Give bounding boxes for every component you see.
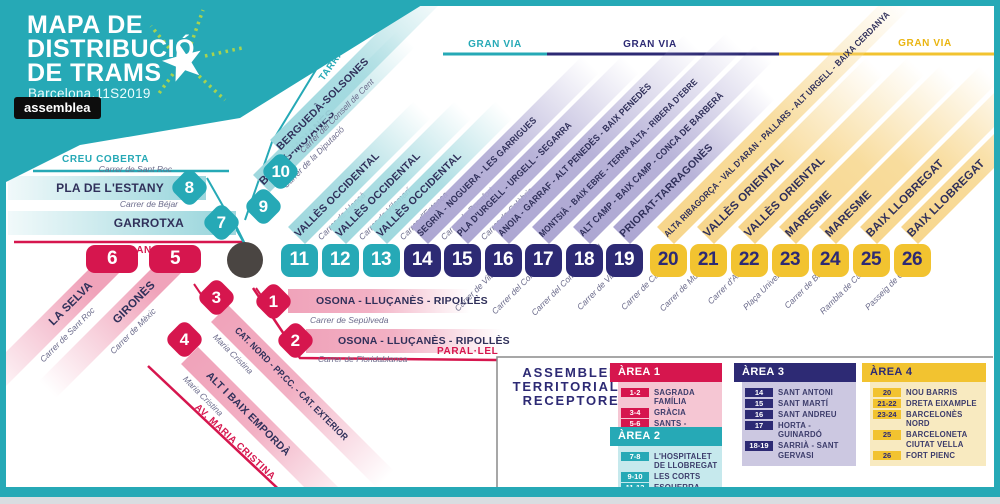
route-number: 24 [819, 249, 841, 270]
route-number: 8 [184, 177, 194, 196]
gran-via-top-label-3: GRAN VIA [898, 38, 952, 49]
route-box-14: 14 [403, 243, 441, 277]
route-band-title: PLA DE L'ESTANY [56, 181, 164, 195]
route-number: 10 [271, 160, 289, 180]
frame-gray-strip [0, 497, 1000, 504]
route-street-7: Carrer de Béjar [119, 199, 178, 209]
route-number: 6 [106, 248, 118, 269]
route-box-23: 23 [771, 243, 809, 277]
creu-coberta-label: CREU COBERTA [62, 154, 150, 165]
gran-via-top-label-1: GRAN VIA [468, 39, 522, 50]
route-box-16: 16 [484, 243, 522, 277]
route-number: 17 [532, 249, 554, 270]
assemblea-badge: assemblea [14, 97, 101, 119]
frame-right [994, 0, 1000, 497]
route-band-7: GARROTXA [8, 211, 236, 235]
route-box-22: 22 [730, 243, 768, 277]
route-box-12: 12 [321, 243, 359, 277]
route-number: 4 [179, 329, 189, 348]
route-box-19: 19 [605, 243, 643, 277]
route-number: 5 [169, 248, 181, 269]
route-number: 23 [779, 249, 801, 270]
route-street-8: Carrer de Sant Roc [98, 164, 172, 174]
route-box-17: 17 [524, 243, 562, 277]
route-box-13: 13 [362, 243, 400, 277]
route-box-21: 21 [689, 243, 727, 277]
route-number: 16 [492, 249, 514, 270]
route-box-20: 20 [649, 243, 687, 277]
route-number: 25 [860, 249, 882, 270]
route-box-18: 18 [565, 243, 603, 277]
route-number: 22 [738, 249, 760, 270]
title-line-1: MAPA DE [27, 11, 143, 39]
route-band-title: GARROTXA [113, 216, 184, 230]
route-box-3: 3 [195, 276, 237, 318]
route-number: 7 [216, 212, 226, 231]
route-number: 14 [411, 249, 433, 270]
route-box-24: 24 [811, 243, 849, 277]
gran-via-left-label: GRAN VIA [120, 245, 174, 256]
route-number: 12 [329, 249, 351, 270]
route-box-8: 8 [168, 166, 210, 208]
route-number: 1 [268, 291, 278, 310]
route-number: 11 [289, 249, 309, 270]
frame-top [0, 0, 1000, 6]
route-number: 3 [211, 287, 221, 306]
frame-bottom [0, 487, 1000, 497]
route-box-6: 6 [86, 245, 138, 273]
hub-circle [227, 242, 263, 278]
route-box-15: 15 [443, 243, 481, 277]
route-box-11: 11 [280, 243, 318, 277]
poster-title: MAPA DE DISTRIBUCIÓ DE TRAMS [27, 11, 195, 87]
route-number: 21 [697, 249, 719, 270]
route-number: 13 [370, 249, 392, 270]
route-box-5: 5 [149, 245, 201, 273]
frame-left [0, 0, 6, 497]
route-number: 26 [901, 249, 923, 270]
gran-via-top-label-2: GRAN VIA [623, 39, 677, 50]
route-number: 19 [613, 249, 635, 270]
route-box-7: 7 [200, 201, 242, 243]
route-number: 20 [657, 249, 679, 270]
title-line-3: DE TRAMS [27, 59, 162, 87]
route-number: 18 [573, 249, 595, 270]
route-box-1: 1 [252, 280, 294, 322]
route-box-25: 25 [852, 243, 890, 277]
route-box-26: 26 [893, 243, 931, 277]
route-number: 15 [451, 249, 473, 270]
route-box-9: 9 [242, 185, 284, 227]
anc-star-logo [149, 9, 243, 102]
title-line-2: DISTRIBUCIÓ [27, 35, 195, 63]
route-number: 2 [290, 330, 300, 349]
route-box-4: 4 [163, 318, 205, 360]
route-number: 9 [258, 196, 268, 215]
route-box-10: 10 [259, 150, 301, 192]
route-box-2: 2 [274, 319, 316, 361]
